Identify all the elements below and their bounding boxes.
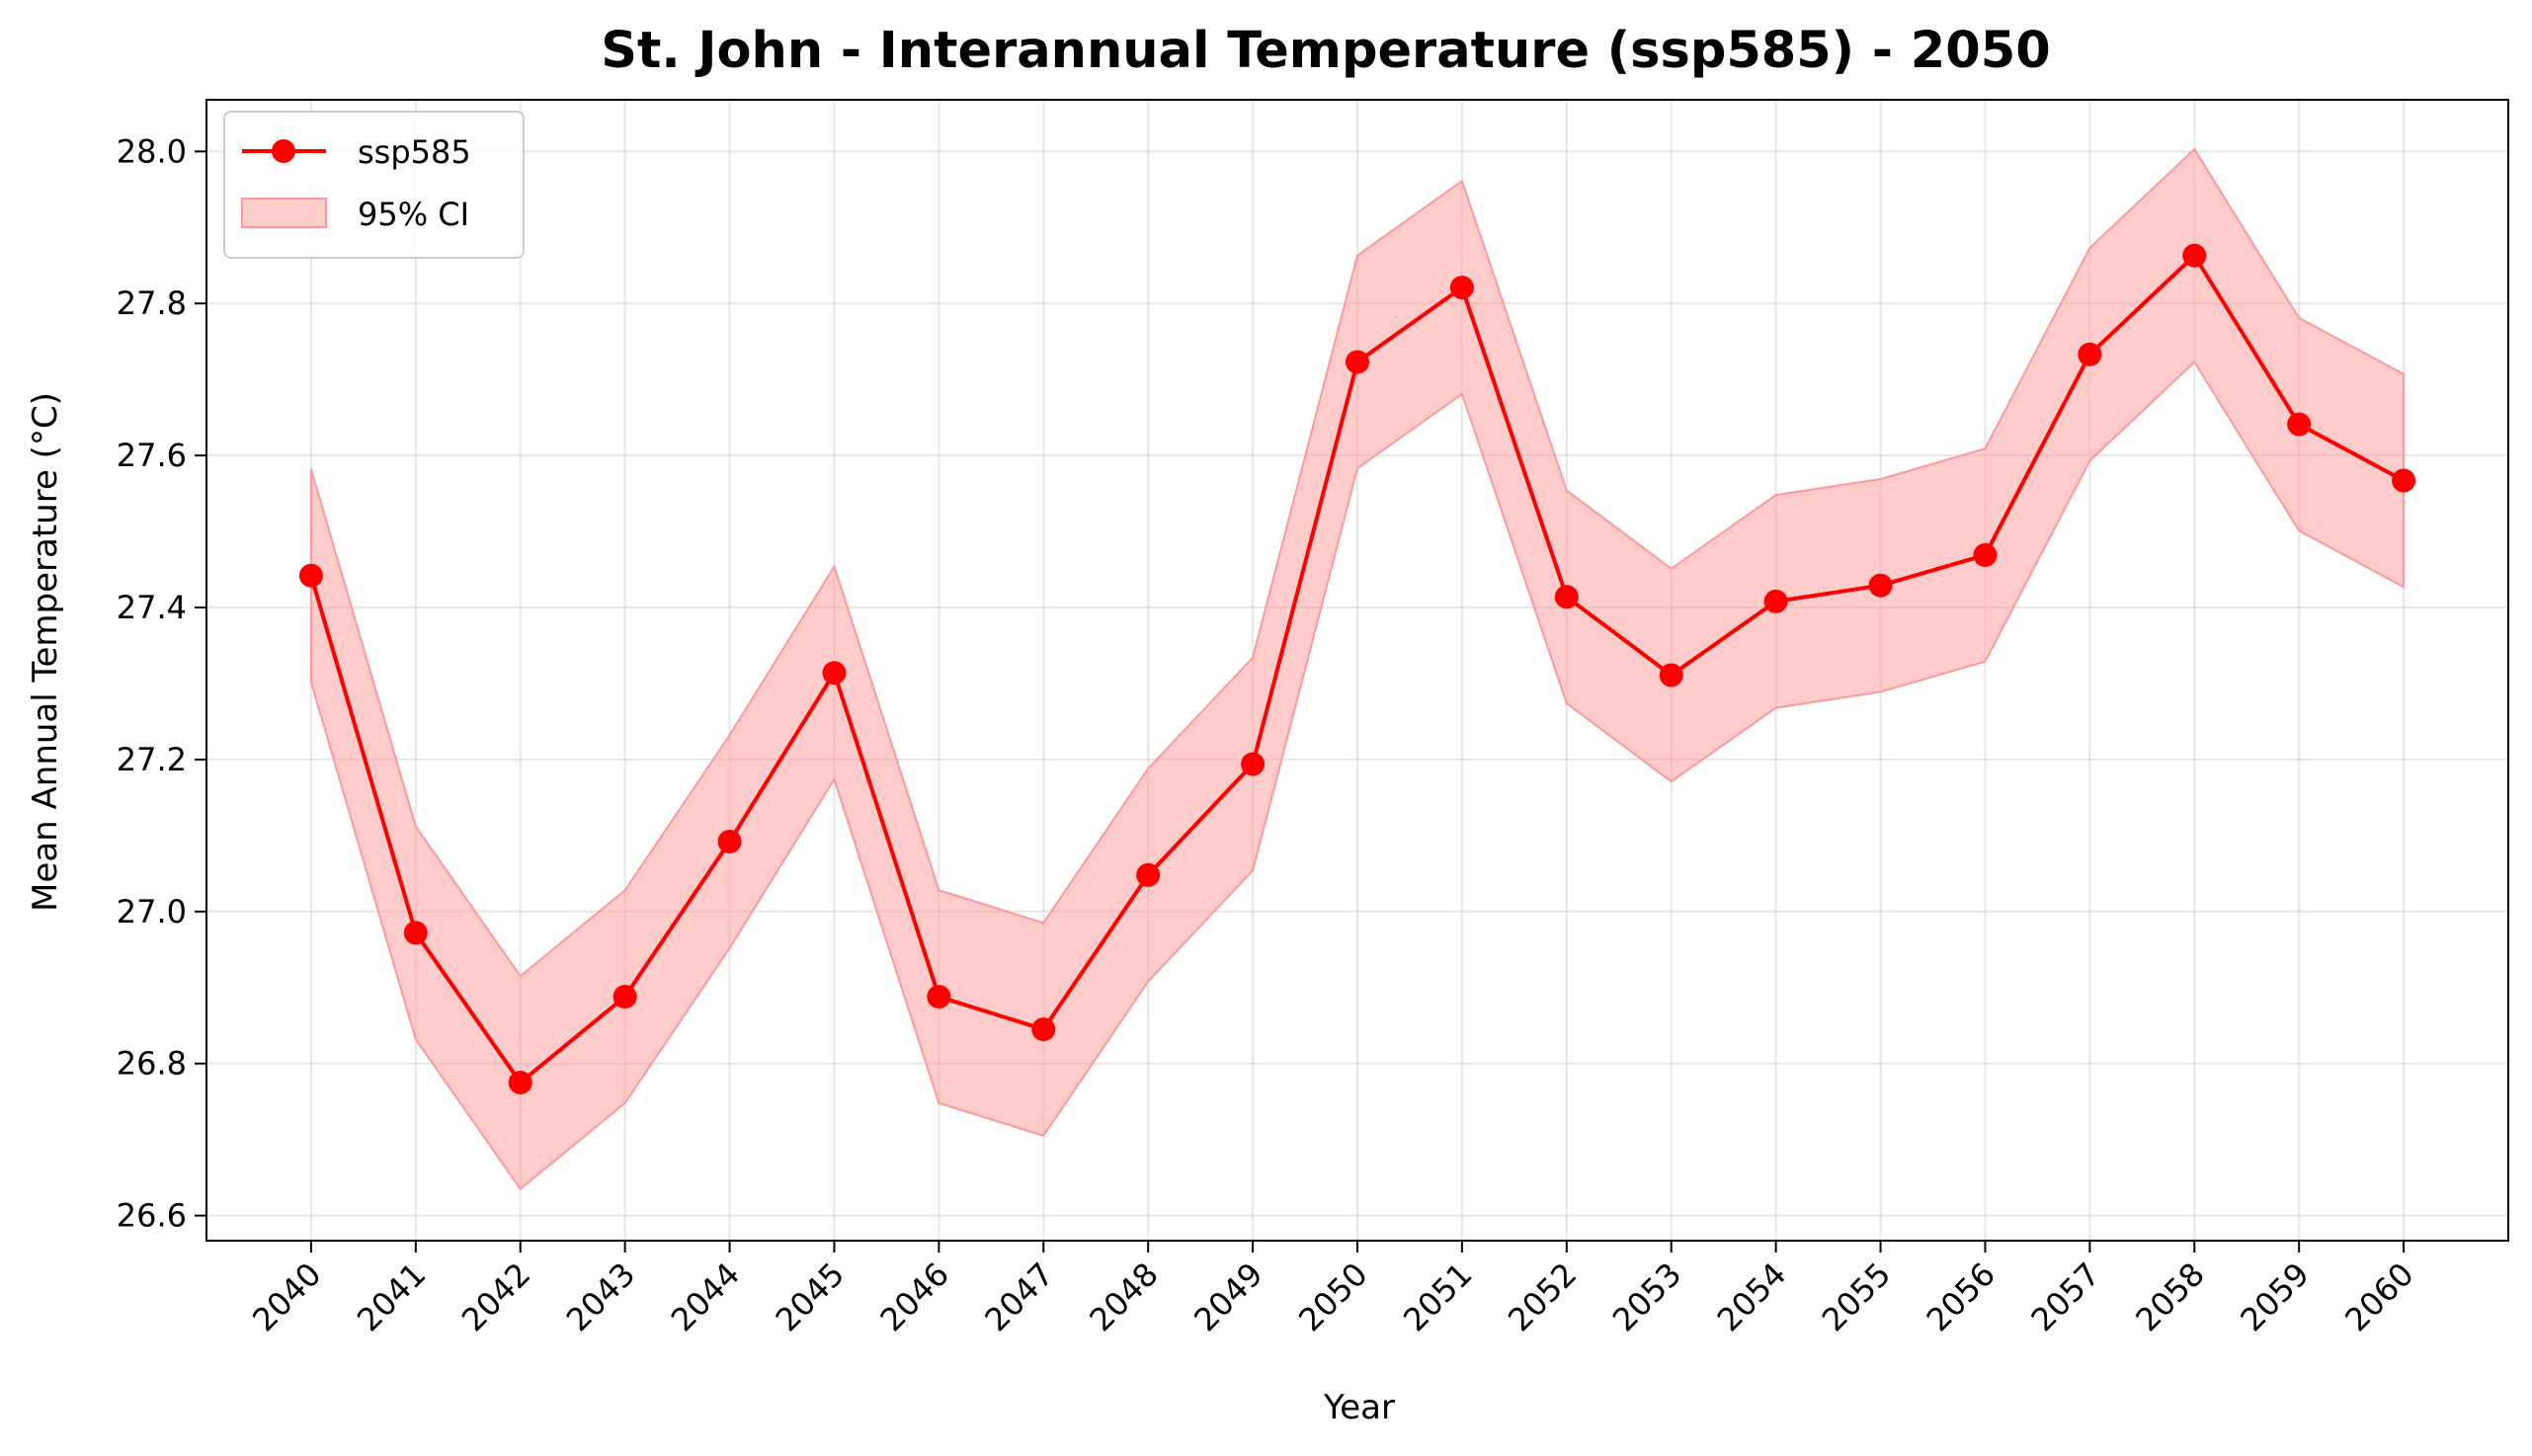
data-point (1031, 1017, 1056, 1042)
x-tick-label: 2057 (2024, 1255, 2107, 1338)
y-axis-label: Mean Annual Temperature (°C) (26, 392, 65, 912)
legend-marker-swatch (272, 139, 295, 163)
y-tick-label: 27.0 (117, 893, 187, 930)
x-tick-label: 2041 (350, 1255, 433, 1338)
data-point (613, 984, 637, 1009)
y-tick-label: 26.6 (117, 1197, 187, 1235)
x-tick-label: 2044 (664, 1255, 747, 1338)
x-tick-label: 2053 (1605, 1255, 1688, 1338)
data-point (822, 661, 847, 686)
data-point (2182, 243, 2207, 268)
data-point (717, 830, 742, 854)
data-point (298, 563, 323, 588)
data-point (927, 984, 951, 1009)
x-tick-label: 2042 (454, 1255, 537, 1338)
data-point (1241, 752, 1266, 776)
data-point (1554, 585, 1579, 609)
y-tick-label: 27.6 (117, 437, 187, 474)
x-tick-label: 2055 (1815, 1255, 1898, 1338)
legend: ssp585 95% CI (223, 111, 525, 259)
x-tick-label: 2043 (559, 1255, 642, 1338)
data-point (508, 1070, 532, 1094)
x-tick-label: 2050 (1291, 1255, 1374, 1338)
y-tick-label: 28.0 (117, 132, 187, 170)
data-points (298, 243, 2416, 1094)
y-tick-label: 27.4 (117, 589, 187, 626)
data-point (2392, 468, 2416, 493)
data-point (2287, 412, 2312, 437)
x-tick-label: 2054 (1710, 1255, 1793, 1338)
y-tick-label: 26.8 (117, 1045, 187, 1083)
y-tick-label: 27.2 (117, 741, 187, 778)
data-point (1763, 589, 1788, 613)
x-tick-label: 2059 (2233, 1255, 2316, 1338)
legend-label-ssp585: ssp585 (358, 133, 471, 171)
data-point (1659, 663, 1683, 688)
x-tick-label: 2060 (2337, 1255, 2420, 1338)
x-tick-label: 2045 (769, 1255, 852, 1338)
x-tick-label: 2051 (1396, 1255, 1479, 1338)
data-point (1973, 542, 1998, 567)
legend-ci-swatch (241, 198, 327, 228)
data-point (403, 921, 428, 945)
data-point (1449, 276, 1474, 300)
data-point (1136, 862, 1161, 887)
data-point (2078, 342, 2102, 366)
data-point (1868, 573, 1893, 598)
x-tick-label: 2052 (1501, 1255, 1584, 1338)
x-tick-label: 2048 (1082, 1255, 1165, 1338)
x-axis-ticks: 2040 2041 2042 2043 2044 2045 2046 2047 2048 2049… (245, 1241, 2421, 1338)
x-tick-label: 2056 (1919, 1255, 2002, 1338)
data-point (1346, 350, 1369, 374)
legend-label-ci: 95% CI (358, 196, 469, 233)
x-axis-label: Year (1323, 1388, 1395, 1427)
x-tick-label: 2058 (2128, 1255, 2211, 1338)
x-tick-label: 2047 (977, 1255, 1060, 1338)
y-axis-ticks: 26.6 26.8 27.0 27.2 27.4 27.6 27.8 28.0 (117, 132, 206, 1235)
x-tick-label: 2040 (245, 1255, 328, 1338)
y-tick-label: 27.8 (117, 284, 187, 322)
x-tick-label: 2049 (1186, 1255, 1269, 1338)
x-tick-label: 2046 (873, 1255, 956, 1338)
chart-title: St. John - Interannual Temperature (ssp5… (601, 22, 2050, 80)
